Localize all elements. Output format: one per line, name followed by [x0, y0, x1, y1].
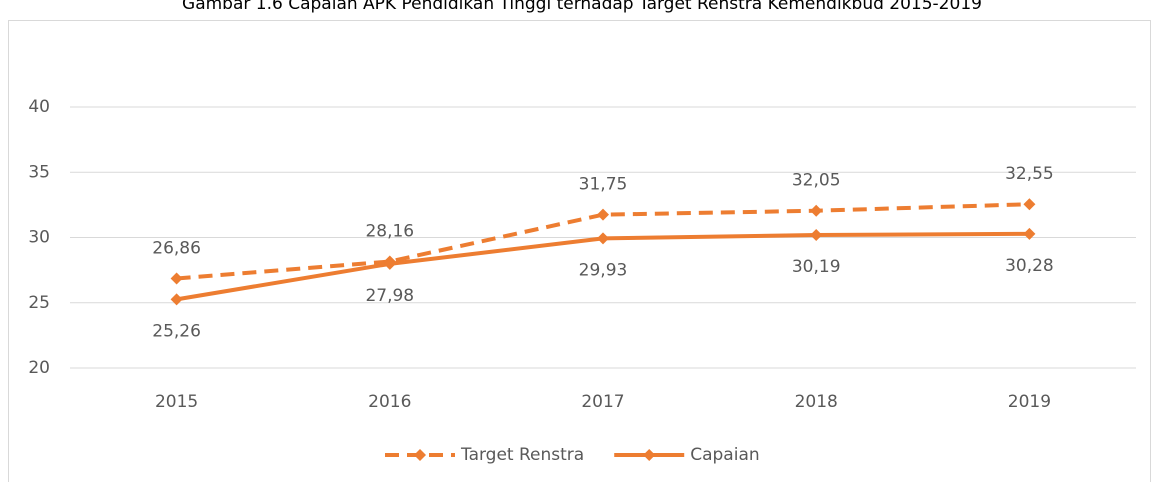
marker	[810, 229, 823, 242]
x-tick-label: 2015	[155, 392, 198, 412]
y-tick-label: 40	[28, 97, 50, 117]
data-label: 29,93	[579, 260, 628, 280]
marker	[170, 272, 183, 285]
y-tick-label: 20	[28, 358, 50, 378]
legend-marker	[643, 449, 656, 461]
marker	[1023, 227, 1036, 240]
marker	[1023, 198, 1036, 211]
data-label: 30,19	[792, 257, 841, 277]
y-tick-label: 35	[28, 162, 50, 182]
legend-marker	[414, 449, 426, 461]
data-label: 32,55	[1005, 164, 1054, 184]
data-label: 31,75	[579, 175, 628, 195]
y-tick-label: 25	[28, 293, 50, 313]
chart-title: Gambar 1.6 Capaian APK Pendidikan Tinggi…	[182, 0, 982, 14]
data-label: 28,16	[365, 222, 414, 242]
data-label: 30,28	[1005, 256, 1054, 276]
legend-label: Target Renstra	[460, 445, 584, 465]
legend-label: Capaian	[690, 445, 759, 465]
marker	[383, 257, 396, 270]
marker	[170, 293, 183, 306]
data-label: 32,05	[792, 171, 841, 191]
data-label: 25,26	[152, 321, 201, 341]
data-label: 26,86	[152, 238, 201, 258]
data-label: 27,98	[365, 286, 414, 306]
y-tick-label: 30	[28, 228, 50, 248]
marker	[597, 232, 609, 245]
x-tick-label: 2019	[1008, 392, 1051, 412]
marker	[810, 204, 823, 217]
chart-frame	[8, 20, 1151, 482]
x-tick-label: 2017	[581, 392, 624, 412]
marker	[597, 208, 609, 221]
x-tick-label: 2018	[795, 392, 838, 412]
series-line	[176, 202, 1030, 281]
x-tick-label: 2016	[368, 392, 411, 412]
